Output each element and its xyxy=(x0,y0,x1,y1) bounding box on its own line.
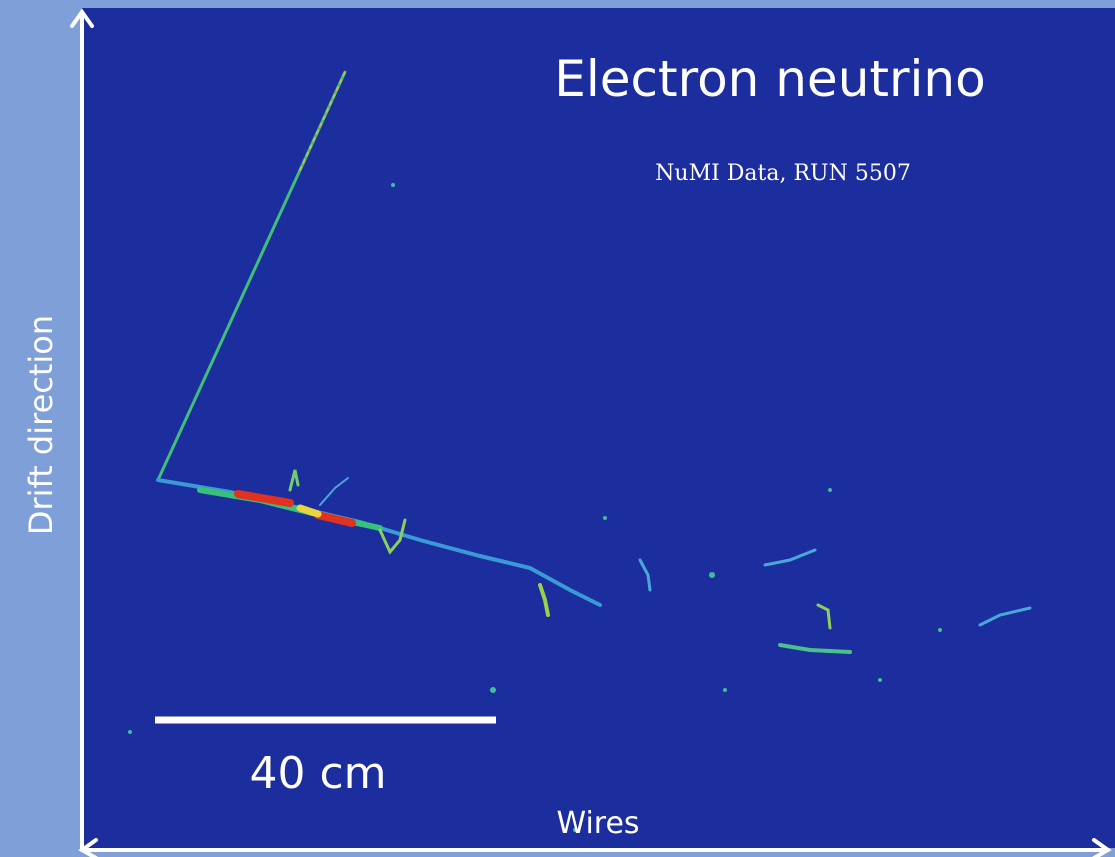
hit xyxy=(938,628,942,632)
subtitle: NuMI Data, RUN 5507 xyxy=(655,161,911,186)
hit xyxy=(603,516,607,520)
title: Electron neutrino xyxy=(554,50,985,108)
scale-bar-label: 40 cm xyxy=(249,748,386,799)
event-display: Electron neutrino NuMI Data, RUN 5507 40… xyxy=(0,0,1115,857)
hit xyxy=(723,688,727,692)
hit xyxy=(709,572,715,578)
y-axis-label: Drift direction xyxy=(22,315,60,535)
page: Electron neutrino NuMI Data, RUN 5507 40… xyxy=(0,0,1115,857)
hit xyxy=(490,687,496,693)
hit xyxy=(391,183,395,187)
hit xyxy=(878,678,882,682)
hit xyxy=(128,730,132,734)
x-axis-label: Wires xyxy=(556,806,639,841)
hit xyxy=(828,488,832,492)
